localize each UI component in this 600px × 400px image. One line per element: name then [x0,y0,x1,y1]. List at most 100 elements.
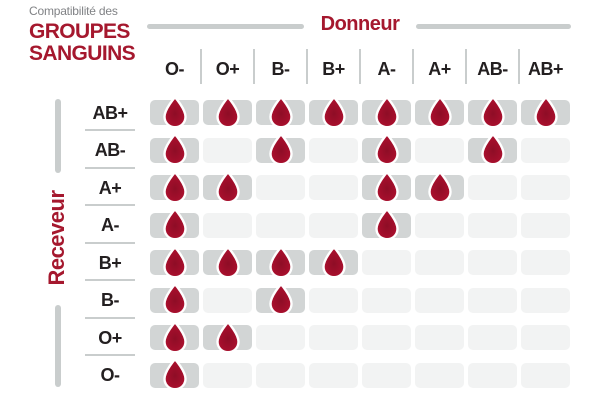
cell-bneg-from-apos [415,287,464,313]
receiver-header-separator [85,354,135,356]
receiver-header-separator [85,129,135,131]
cell-apos-from-bneg [256,175,305,200]
cell-abneg-from-bpos [309,137,358,163]
donor-header-abpos: AB+ [527,59,564,79]
donor-header-separator [253,49,255,84]
cell-bneg-from-opos [203,287,252,313]
title-line2: SANGUINS [29,42,136,65]
cell-abpos-from-aneg [362,100,411,125]
donor-header-separator [200,49,202,84]
cell-aneg-from-opos [203,212,252,238]
receiver-header-separator [85,166,135,169]
receiver-axis-line-top [55,99,61,173]
donor-axis-line-left [147,23,304,29]
cell-bpos-from-oneg [150,250,199,275]
cell-opos-from-apos [415,325,464,350]
receiver-header-oneg: O- [100,365,121,385]
cell-abneg-from-aneg [362,137,411,163]
cell-bpos-from-bneg [256,250,305,275]
receiver-axis-label: Receveur [44,190,69,286]
cell-oneg-from-apos [415,362,464,388]
cell-oneg-from-opos [203,362,252,388]
cell-abneg-from-oneg [150,137,199,163]
donor-header-separator [518,49,520,84]
cell-abpos-from-opos [203,100,252,125]
cell-oneg-from-abpos [521,362,570,388]
receiver-header-abpos: AB+ [92,102,128,123]
cell-bpos-from-abneg [468,250,517,275]
receiver-header-abneg: AB- [94,140,126,160]
donor-axis-label: Donneur [320,13,400,35]
cell-opos-from-oneg [150,325,199,350]
cell-aneg-from-apos [415,212,464,238]
receiver-header-bpos: B+ [98,252,122,273]
donor-header-oneg: O- [165,59,185,79]
donor-header-separator [465,49,467,84]
cell-aneg-from-bneg [256,212,305,238]
cell-oneg-from-aneg [362,362,411,388]
cell-aneg-from-abpos [521,212,570,238]
cell-oneg-from-oneg [150,362,199,388]
receiver-axis-line-bottom [55,305,61,387]
cell-abpos-from-oneg [150,100,199,125]
receiver-header-separator [85,204,135,206]
cell-abpos-from-abpos [521,100,570,125]
cell-opos-from-aneg [362,325,411,350]
cell-abneg-from-abpos [521,137,570,163]
cell-bpos-from-abpos [521,250,570,275]
cell-apos-from-abpos [521,175,570,200]
title-line1: GROUPES [29,20,130,43]
cell-apos-from-oneg [150,175,199,200]
cell-bneg-from-bpos [309,287,358,313]
donor-header-aneg: A- [377,59,397,79]
cell-apos-from-apos [415,175,464,200]
cell-abneg-from-apos [415,137,464,163]
cell-bneg-from-bneg [256,287,305,313]
cell-abpos-from-abneg [468,100,517,125]
cell-oneg-from-bneg [256,362,305,388]
donor-header-separator [412,49,414,84]
cell-bneg-from-abneg [468,287,517,313]
donor-header-abneg: AB- [477,59,508,79]
receiver-header-bneg: B- [101,290,120,310]
cell-apos-from-aneg [362,175,411,200]
cell-aneg-from-bpos [309,212,358,238]
receiver-header-opos: O+ [98,327,122,348]
cell-bpos-from-aneg [362,250,411,275]
cell-abpos-from-bneg [256,100,305,125]
receiver-header-separator [85,279,135,281]
donor-header-bneg: B- [271,59,291,79]
donor-header-separator [306,49,308,84]
receiver-header-apos: A+ [98,177,122,198]
receiver-header-separator [85,316,135,319]
title-kicker: Compatibilité des [29,4,118,18]
cell-apos-from-bpos [309,175,358,200]
cell-oneg-from-bpos [309,362,358,388]
cell-bneg-from-aneg [362,287,411,313]
donor-header-opos: O+ [215,59,240,79]
cell-apos-from-abneg [468,175,517,200]
cell-bpos-from-bpos [309,250,358,275]
cell-abneg-from-abneg [468,137,517,163]
cell-bpos-from-opos [203,250,252,275]
cell-aneg-from-abneg [468,212,517,238]
cell-oneg-from-abneg [468,362,517,388]
title-block: Compatibilité des GROUPES SANGUINS [29,4,136,65]
cell-opos-from-abpos [521,325,570,350]
donor-header-apos: A+ [428,59,451,79]
cell-bneg-from-oneg [150,287,199,313]
cell-opos-from-opos [203,325,252,350]
cell-opos-from-bneg [256,325,305,350]
cell-aneg-from-aneg [362,212,411,238]
cell-opos-from-bpos [309,325,358,350]
donor-axis-line-right [416,23,571,29]
cell-bpos-from-apos [415,250,464,275]
receiver-header-separator [85,241,135,244]
receiver-header-aneg: A- [101,215,120,235]
cell-aneg-from-oneg [150,212,199,238]
cell-abneg-from-bneg [256,137,305,163]
cell-abpos-from-apos [415,100,464,125]
cell-abneg-from-opos [203,137,252,163]
donor-header-bpos: B+ [322,59,345,79]
